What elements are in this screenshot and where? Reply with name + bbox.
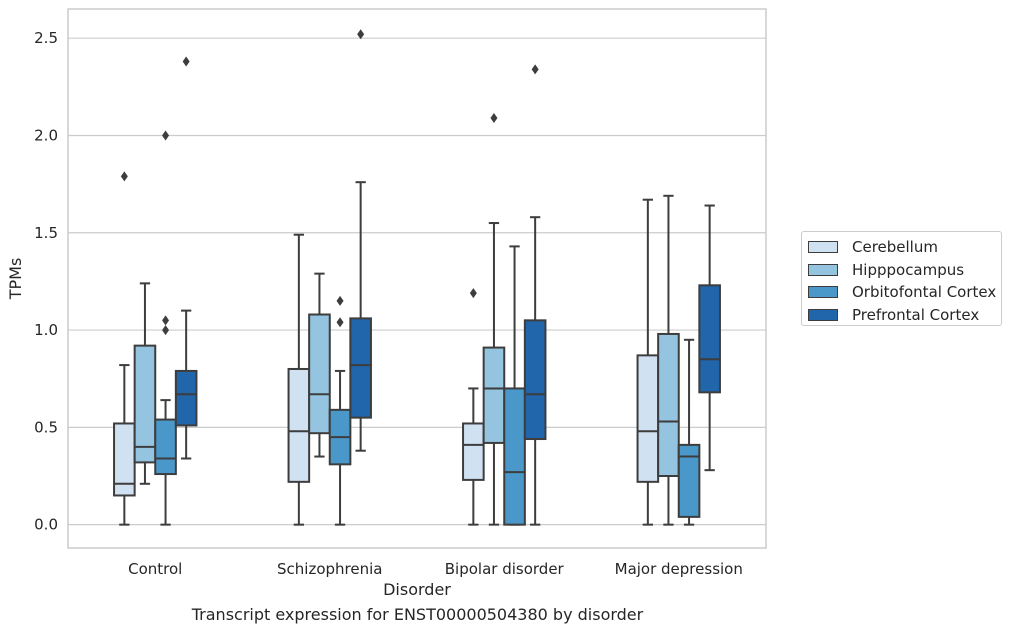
box-hipppocampus [482,112,506,526]
box-iqr [657,332,680,478]
outlier-point [182,56,190,67]
outlier-point [162,315,170,326]
box-hipppocampus [308,272,331,458]
box-prefrontal-cortex [349,29,372,452]
box-orbitofontal-cortex [677,338,701,526]
box-iqr [482,346,506,444]
box-prefrontal-cortex [174,56,198,460]
outlier-point [162,325,170,336]
y-tick-label: 2.5 [34,29,58,47]
y-axis-title: TPMs [6,258,25,301]
legend-label-orbitofrontal: Orbitofontal Cortex [852,283,997,302]
box-prefrontal-cortex [523,64,547,526]
box-iqr [523,319,547,441]
box-cerebellum [113,171,136,526]
box-iqr [308,313,331,435]
box-cerebellum [287,233,311,526]
legend-item-orbitofrontal: Orbitofontal Cortex [808,281,1001,304]
box-iqr [349,317,372,419]
box-iqr [174,369,198,427]
x-tick-label: Bipolar disorder [445,560,565,578]
y-axis-ticks: 0.0 0.5 1.0 1.5 2.0 2.5 [34,29,58,533]
box-iqr [154,418,177,476]
box-orbitofontal-cortex [503,245,526,526]
legend-label-prefrontal: Prefrontal Cortex [852,305,980,324]
x-tick-label: Schizophrenia [277,560,382,578]
box-cerebellum [636,198,660,526]
box-iqr [287,367,311,483]
y-tick-label: 1.0 [34,321,58,339]
legend-label-cerebellum: Cerebellum [852,238,938,257]
outlier-point [336,295,344,306]
legend-item-prefrontal: Prefrontal Cortex [808,304,1001,327]
x-tick-label: Major depression [615,560,743,578]
legend-item-hippocampus: Hipppocampus [808,259,1001,282]
box-prefrontal-cortex [698,204,721,472]
box-hipppocampus [133,282,157,485]
y-tick-label: 0.0 [34,516,58,534]
y-tick-label: 0.5 [34,418,58,436]
box-cerebellum [462,288,485,526]
outlier-point [531,64,539,75]
outlier-point [357,29,365,40]
outlier-point [490,112,498,123]
box-iqr [133,344,157,464]
box-orbitofontal-cortex [328,295,352,526]
y-tick-label: 1.5 [34,224,58,242]
legend-swatch-prefrontal [808,308,838,321]
legend-label-hippocampus: Hipppocampus [852,260,965,279]
legend-swatch-orbitofrontal [808,286,838,299]
plot-area [67,8,767,549]
legend-item-cerebellum: Cerebellum [808,236,1001,259]
legend: Cerebellum Hipppocampus Orbitofontal Cor… [801,231,1002,326]
x-tick-label: Control [128,560,182,578]
outlier-point [120,171,128,182]
outlier-point [336,317,344,328]
box-iqr [462,422,485,481]
outlier-point [162,130,170,141]
y-tick-label: 2.0 [34,126,58,144]
boxes [113,29,721,526]
x-axis-title: Disorder [383,580,451,599]
legend-swatch-hippocampus [808,263,838,276]
box-iqr [503,387,526,526]
box-iqr [698,284,721,394]
figure-caption: Transcript expression for ENST0000050438… [191,605,644,624]
outlier-point [469,288,477,299]
box-iqr [636,354,660,483]
x-axis-ticks: Control Schizophrenia Bipolar disorder Majo… [128,560,743,578]
box-orbitofontal-cortex [154,130,177,526]
box-hipppocampus [657,194,680,526]
box-iqr [677,443,701,518]
legend-swatch-cerebellum [808,241,838,254]
